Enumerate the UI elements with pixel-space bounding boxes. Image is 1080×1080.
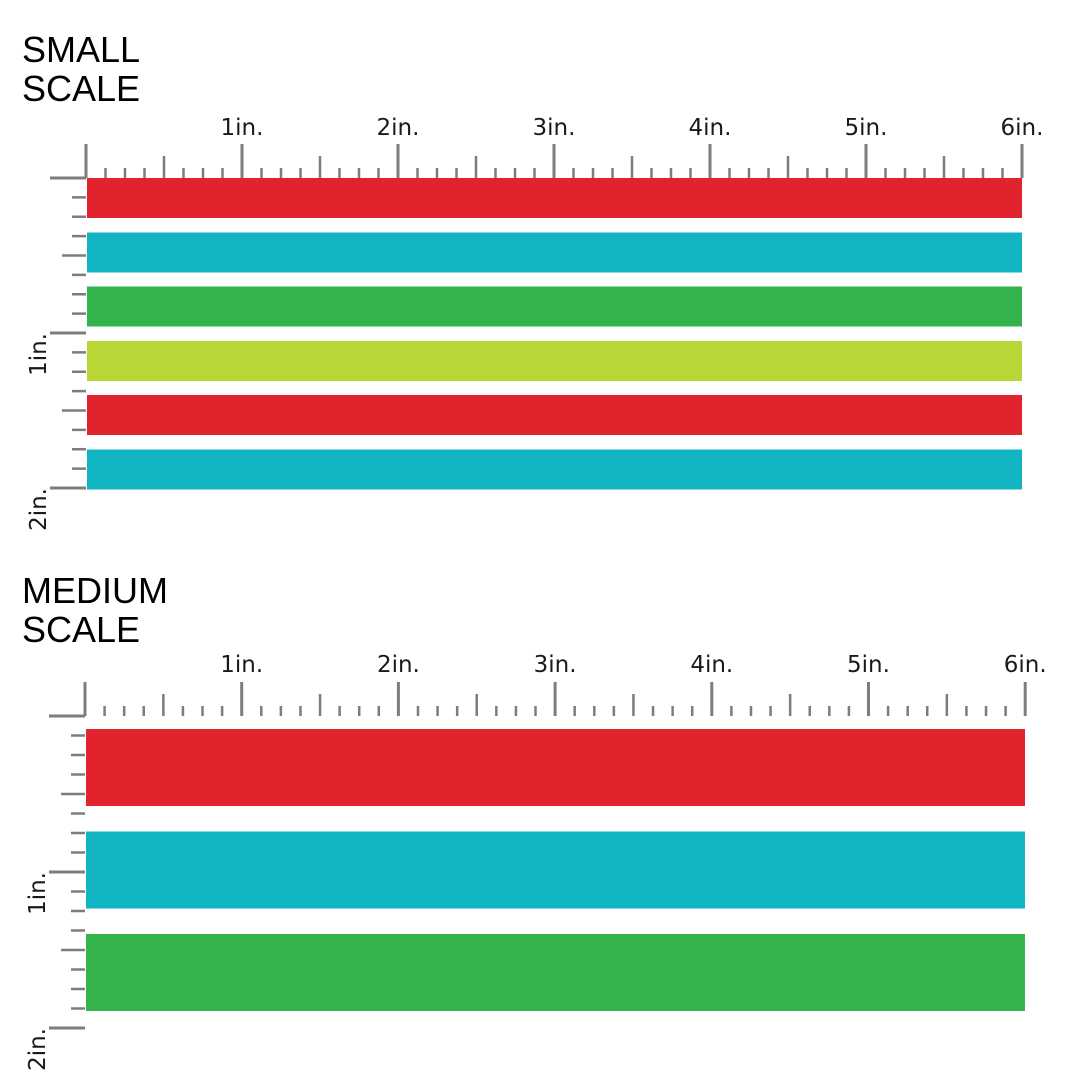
small-scale-title-line2: SCALE (22, 67, 141, 109)
small-scale-horizontal-label: 3in. (533, 115, 576, 141)
medium-scale-horizontal-label: 1in. (220, 652, 263, 678)
medium-scale-vertical-label: 2in. (25, 1028, 51, 1071)
small-scale-vertical-ticks (50, 176, 86, 490)
small-scale-stripe-red (87, 395, 1022, 436)
medium-scale-horizontal-label: 6in. (1004, 652, 1047, 678)
small-scale-vertical-label: 1in. (26, 333, 52, 376)
medium-scale-horizontal-label: 3in. (534, 652, 577, 678)
medium-scale-stripe-red (86, 729, 1026, 806)
medium-scale-title-line1: MEDIUM (22, 570, 168, 611)
small-scale-title-line1: SMALL (22, 29, 141, 70)
small-scale-horizontal-label: 4in. (689, 115, 732, 141)
medium-scale-horizontal-label: 2in. (377, 652, 420, 678)
medium-scale-title: MEDIUM SCALE (22, 570, 168, 650)
small-scale-stripe-red (87, 178, 1022, 218)
small-scale-vertical-label: 2in. (26, 488, 52, 531)
medium-scale-horizontal-label: 4in. (690, 652, 733, 678)
small-scale-ruler: 1in. 2in. 3in. 4in. 5in. 6in. 1in. 2in. (26, 115, 1044, 531)
medium-scale-title-line2: SCALE (22, 608, 141, 650)
medium-scale-stripes (86, 729, 1026, 1011)
small-scale-stripe-green (87, 286, 1022, 327)
medium-scale-vertical-label: 1in. (25, 872, 51, 915)
small-scale-horizontal-label: 1in. (221, 115, 264, 141)
small-scale-horizontal-label: 6in. (1001, 115, 1044, 141)
medium-scale-horizontal-ticks (83, 682, 1027, 716)
medium-scale-horizontal-label: 5in. (847, 652, 890, 678)
small-scale-horizontal-ticks (84, 144, 1024, 178)
small-scale-title: SMALL SCALE (22, 29, 141, 109)
small-scale-horizontal-label: 2in. (377, 115, 420, 141)
small-scale-stripes (87, 178, 1022, 490)
small-scale-stripe-lime (87, 340, 1022, 381)
medium-scale-vertical-ticks (49, 714, 85, 1030)
medium-scale-stripe-teal (86, 831, 1026, 909)
small-scale-horizontal-label: 5in. (845, 115, 888, 141)
small-scale-stripe-teal (87, 232, 1022, 273)
medium-scale-stripe-green (86, 934, 1026, 1011)
small-scale-stripe-teal (87, 449, 1022, 490)
